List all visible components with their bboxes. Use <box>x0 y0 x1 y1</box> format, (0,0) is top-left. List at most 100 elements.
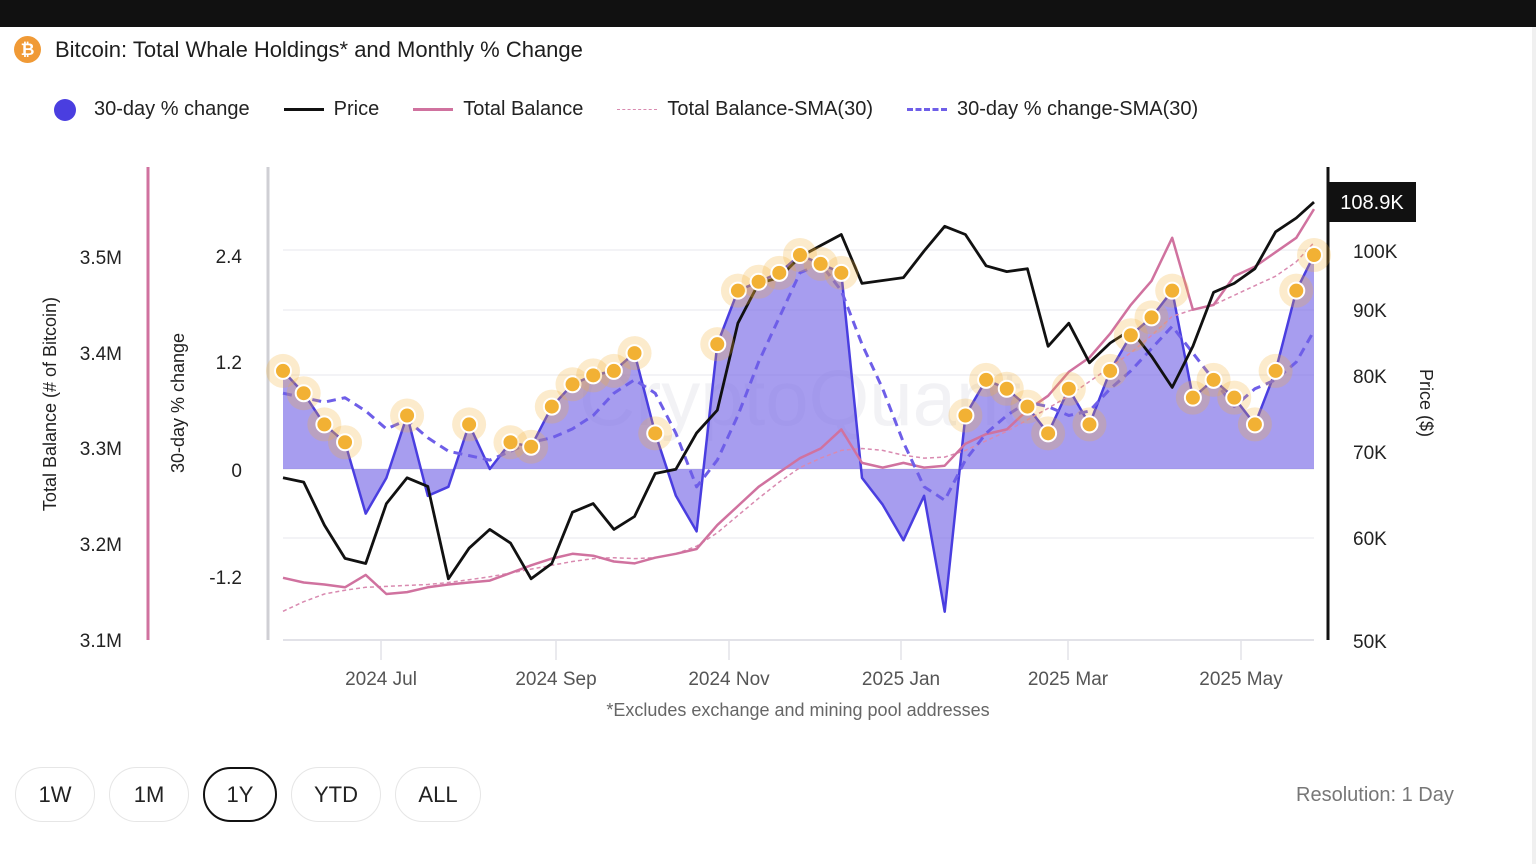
highlight-marker[interactable] <box>1266 361 1285 380</box>
range-button-1y[interactable]: 1Y <box>203 767 277 822</box>
highlight-marker[interactable] <box>398 406 417 425</box>
balance-axis: 3.1M 3.2M 3.3M 3.4M 3.5M Total Balance (… <box>40 248 122 652</box>
resolution-label: Resolution: 1 Day <box>1296 784 1454 806</box>
legend-line-icon <box>413 108 454 111</box>
price-axis-title: Price ($) <box>1416 369 1436 437</box>
highlight-marker[interactable] <box>294 384 313 403</box>
highlight-marker[interactable] <box>563 375 582 394</box>
highlight-marker[interactable] <box>625 344 644 363</box>
price-tick: 80K <box>1353 367 1387 388</box>
pct-change-sma-series <box>282 262 1316 502</box>
highlight-marker[interactable] <box>977 370 996 389</box>
chart-legend: 30-day % change Price Total Balance Tota… <box>54 98 1232 121</box>
highlight-marker[interactable] <box>1101 361 1120 380</box>
pct-tick: 2.4 <box>216 247 243 268</box>
chart-header: ₿ Bitcoin: Total Whale Holdings* and Mon… <box>14 36 583 63</box>
highlight-marker[interactable] <box>749 272 768 291</box>
price-tick: 90K <box>1353 301 1387 322</box>
highlight-marker[interactable] <box>997 379 1016 398</box>
legend-dashed-line-icon <box>906 108 947 111</box>
highlight-marker[interactable] <box>1039 424 1058 443</box>
highlight-marker[interactable] <box>274 361 292 380</box>
legend-item-pct-change[interactable]: 30-day % change <box>54 98 250 121</box>
price-tick: 100K <box>1353 242 1398 263</box>
current-price-badge <box>1329 182 1416 222</box>
highlight-marker[interactable] <box>770 263 789 282</box>
highlight-marker[interactable] <box>1225 388 1244 407</box>
highlight-marker[interactable] <box>501 433 520 452</box>
highlight-marker[interactable] <box>460 415 479 434</box>
x-tick: 2025 May <box>1199 669 1283 690</box>
legend-label: Price <box>333 98 380 120</box>
legend-label: Total Balance <box>463 98 584 120</box>
highlight-marker[interactable] <box>1142 308 1161 327</box>
highlight-marker[interactable] <box>1080 415 1099 434</box>
legend-dot-icon <box>54 98 76 121</box>
highlight-marker[interactable] <box>315 415 334 434</box>
legend-item-total-balance[interactable]: Total Balance <box>413 98 583 121</box>
highlight-marker[interactable] <box>646 424 665 443</box>
total-balance-sma-series <box>282 242 1315 612</box>
highlight-marker[interactable] <box>1163 281 1182 300</box>
legend-item-total-balance-sma[interactable]: Total Balance-SMA(30) <box>617 98 873 121</box>
chart-canvas[interactable]: CryptoQuant 3.1M 3.2M 3.3M 3.4M 3.5M Tot… <box>0 0 1536 760</box>
highlight-marker[interactable] <box>1183 388 1202 407</box>
pct-tick: 0 <box>231 461 242 482</box>
highlight-marker[interactable] <box>1204 370 1223 389</box>
footnote: *Excludes exchange and mining pool addre… <box>606 700 989 720</box>
x-tick: 2024 Sep <box>515 669 596 690</box>
marker-layer <box>266 238 1331 464</box>
highlight-marker[interactable] <box>1121 326 1140 345</box>
pct-axis: -1.2 0 1.2 2.4 30-day % change <box>168 247 242 589</box>
legend-line-icon <box>283 108 324 111</box>
current-price-label: 108.9K <box>1340 192 1404 214</box>
highlight-marker[interactable] <box>708 335 727 354</box>
highlight-marker[interactable] <box>336 433 355 452</box>
highlight-marker[interactable] <box>728 281 747 300</box>
balance-tick: 3.2M <box>80 535 122 556</box>
highlight-marker[interactable] <box>542 397 561 416</box>
highlight-marker[interactable] <box>1287 281 1306 300</box>
window-edge <box>1532 27 1536 864</box>
pct-axis-title: 30-day % change <box>168 333 188 473</box>
pct-tick: 1.2 <box>216 353 242 374</box>
price-axis: 50K 60K 70K 80K 90K 100K Price ($) 108.9… <box>1329 182 1436 653</box>
bitcoin-icon: ₿ <box>14 36 41 63</box>
total-balance-series <box>282 208 1316 596</box>
legend-label: Total Balance-SMA(30) <box>667 98 873 120</box>
highlight-marker[interactable] <box>790 246 809 264</box>
highlight-marker[interactable] <box>604 361 623 380</box>
chart-title: Bitcoin: Total Whale Holdings* and Month… <box>55 36 583 62</box>
highlight-marker[interactable] <box>1059 379 1078 398</box>
highlight-marker[interactable] <box>584 366 603 385</box>
price-tick: 60K <box>1353 529 1387 550</box>
pct-change-area <box>283 255 1314 612</box>
range-button-1m[interactable]: 1M <box>109 767 189 822</box>
legend-dashed-line-icon <box>617 109 658 110</box>
legend-label: 30-day % change-SMA(30) <box>956 98 1199 120</box>
x-tick: 2024 Jul <box>345 669 417 690</box>
highlight-marker[interactable] <box>1305 246 1323 264</box>
legend-item-price[interactable]: Price <box>283 98 380 121</box>
range-button-1w[interactable]: 1W <box>15 767 95 822</box>
highlight-marker[interactable] <box>522 437 541 456</box>
highlight-marker[interactable] <box>1018 397 1037 416</box>
balance-tick: 3.5M <box>80 248 122 269</box>
x-axis: 2024 Jul 2024 Sep 2024 Nov 2025 Jan 2025… <box>345 669 1283 690</box>
x-tick: 2025 Jan <box>862 669 940 690</box>
balance-tick: 3.3M <box>80 439 122 460</box>
legend-label: 30-day % change <box>94 98 250 120</box>
highlight-marker[interactable] <box>1245 415 1264 434</box>
highlight-marker[interactable] <box>832 263 851 282</box>
highlight-marker[interactable] <box>811 254 830 273</box>
range-button-all[interactable]: ALL <box>395 767 481 822</box>
range-selector: 1W 1M 1Y YTD ALL <box>15 767 481 822</box>
range-button-ytd[interactable]: YTD <box>291 767 381 822</box>
top-bar <box>0 0 1536 27</box>
x-tick: 2024 Nov <box>688 669 770 690</box>
balance-tick: 3.4M <box>80 344 122 365</box>
price-tick: 70K <box>1353 443 1387 464</box>
legend-item-pct-change-sma[interactable]: 30-day % change-SMA(30) <box>906 98 1199 121</box>
highlight-marker[interactable] <box>956 406 975 425</box>
price-tick: 50K <box>1353 632 1387 653</box>
